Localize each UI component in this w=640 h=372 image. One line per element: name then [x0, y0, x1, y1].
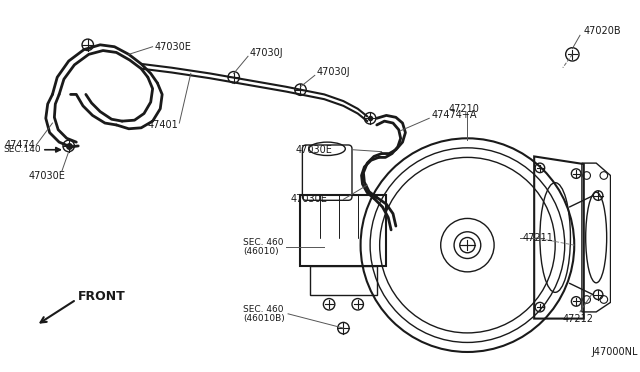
Text: SEC.140: SEC.140	[4, 145, 42, 154]
Text: 47030E: 47030E	[296, 145, 333, 155]
Text: 47474: 47474	[4, 140, 36, 150]
Text: 47474+A: 47474+A	[431, 110, 477, 121]
Text: 47020B: 47020B	[584, 26, 621, 36]
Text: SEC. 460: SEC. 460	[243, 238, 284, 247]
Text: 47030E: 47030E	[291, 194, 328, 204]
Bar	[310, 266, 377, 295]
Text: (46010): (46010)	[243, 247, 279, 256]
Text: 47030E: 47030E	[154, 42, 191, 52]
Text: 47211: 47211	[523, 232, 554, 243]
Text: 47212: 47212	[563, 314, 594, 324]
Text: SEC. 460: SEC. 460	[243, 305, 284, 314]
Text: 47401: 47401	[148, 120, 179, 130]
Text: J47000NL: J47000NL	[591, 347, 638, 357]
Text: 47030E: 47030E	[29, 170, 65, 180]
Text: 47030J: 47030J	[317, 67, 350, 77]
Text: 47210: 47210	[449, 104, 479, 114]
Text: (46010B): (46010B)	[243, 314, 285, 323]
Text: 47030J: 47030J	[250, 48, 284, 58]
Bar	[301, 195, 387, 266]
Text: FRONT: FRONT	[78, 290, 126, 303]
